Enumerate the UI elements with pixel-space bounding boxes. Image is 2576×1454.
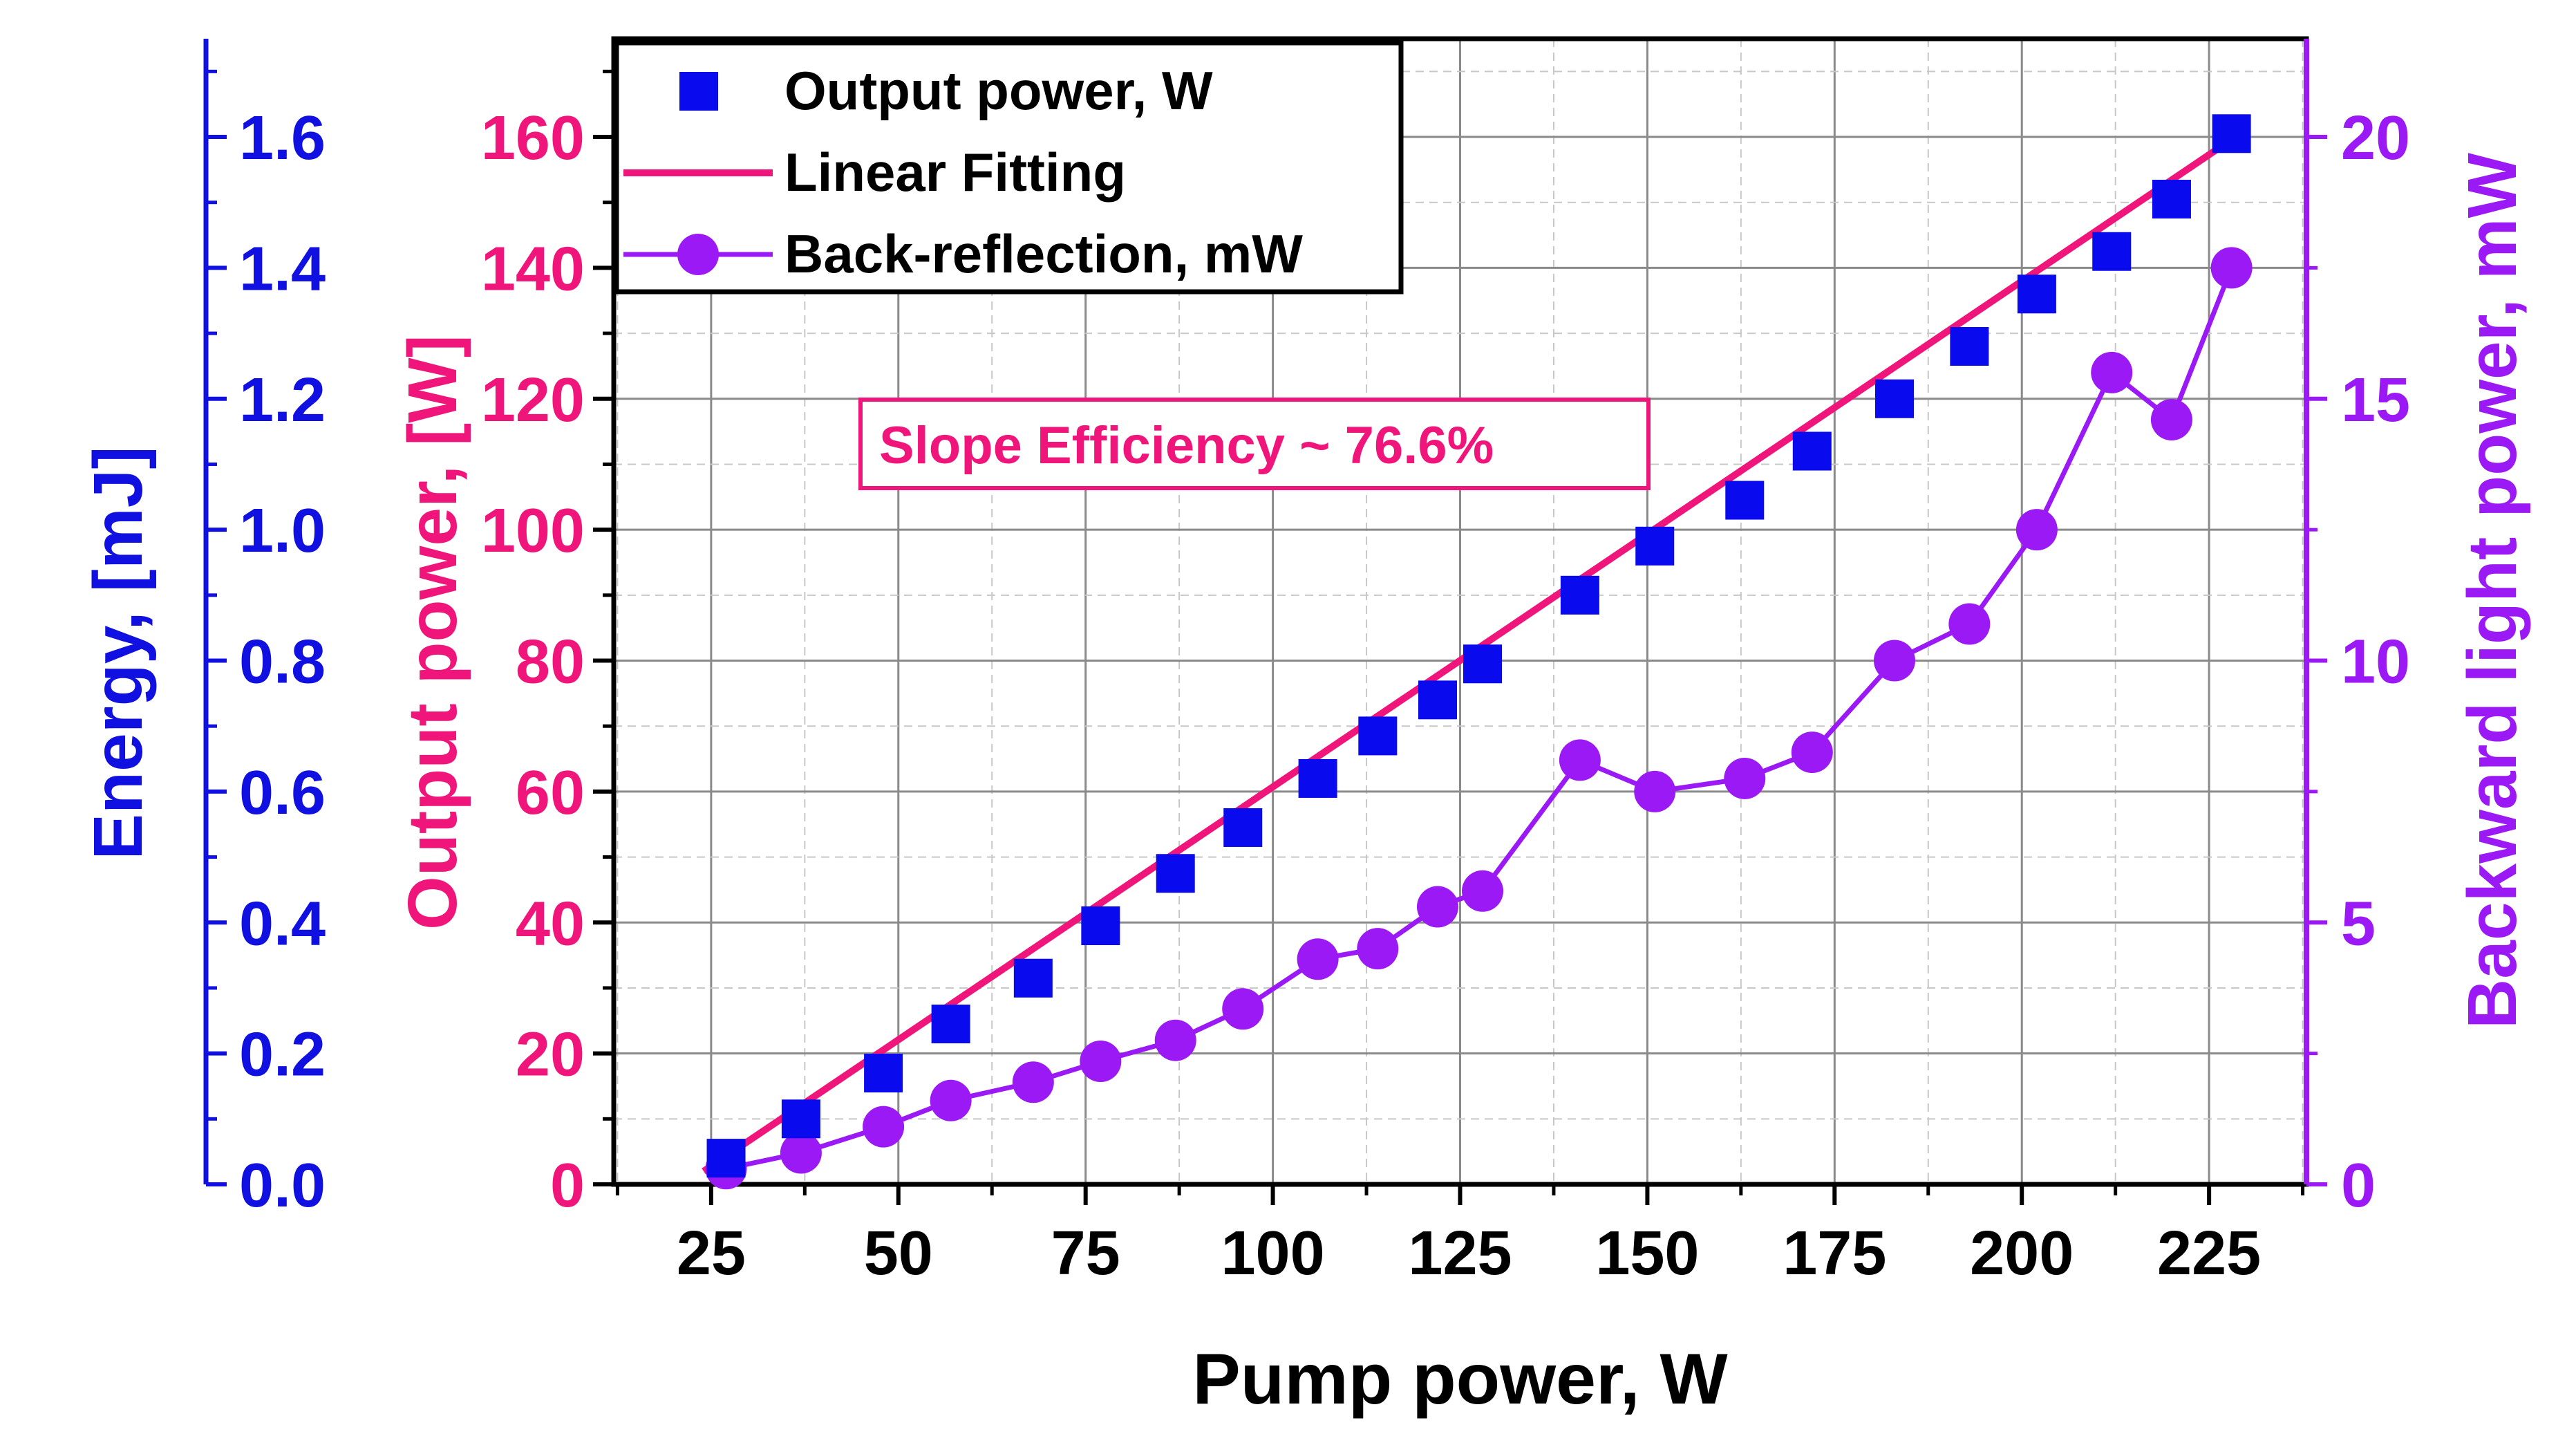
back-reflection-point <box>1154 1019 1196 1061</box>
legend-label-output-power: Output power, W <box>784 60 1213 121</box>
back-reflection-point <box>1559 739 1601 781</box>
back-reflection-point <box>1791 731 1833 774</box>
energy-tick-label: 1.2 <box>239 366 326 435</box>
output-power-point <box>1875 379 1915 418</box>
left-tick-label: 40 <box>516 889 585 958</box>
legend-circle-marker <box>677 234 719 275</box>
output-power-point <box>1358 716 1398 756</box>
output-power-point <box>1560 575 1599 615</box>
slope-annotation-box <box>858 398 1651 490</box>
output-power-point <box>1950 327 1989 366</box>
back-reflection-point <box>2210 247 2253 289</box>
x-tick-label: 175 <box>1783 1219 1886 1288</box>
output-power-point <box>1156 854 1195 893</box>
legend-item-linear-fitting: Linear Fitting <box>623 142 1126 203</box>
right-tick-label: 20 <box>2341 104 2410 173</box>
output-power-point <box>2212 114 2251 153</box>
x-tick-label: 25 <box>677 1219 746 1288</box>
slope-annotation: Slope Efficiency ~ 76.6% <box>858 398 1651 490</box>
back-reflection-point <box>1222 988 1264 1030</box>
output-power-point <box>1298 758 1337 798</box>
back-reflection-point <box>930 1079 972 1121</box>
output-power-point <box>1223 808 1263 847</box>
x-tick-label: 225 <box>2157 1219 2261 1288</box>
back-reflection-line <box>725 267 2234 1171</box>
slope-annotation-text: Slope Efficiency ~ 76.6% <box>879 416 1494 475</box>
energy-tick-label: 1.4 <box>239 234 326 304</box>
energy-tick-label: 0.6 <box>239 758 326 828</box>
back-reflection-point <box>1416 886 1458 928</box>
back-reflection-point <box>2150 399 2192 441</box>
back-reflection-point <box>2015 509 2058 551</box>
output-power-point <box>781 1099 820 1139</box>
output-power-point <box>1013 958 1053 998</box>
output-power-point <box>1792 431 1832 471</box>
output-power-point <box>1081 906 1120 945</box>
legend-box <box>614 40 1404 295</box>
left-tick-label: 80 <box>516 628 585 697</box>
right-tick-label: 10 <box>2341 628 2410 697</box>
output-power-point <box>2017 274 2056 314</box>
legend-item-back-reflection: Back-reflection, mW <box>623 223 1303 284</box>
energy-tick-label: 1.6 <box>239 104 326 173</box>
output-power-point <box>864 1054 903 1093</box>
right-tick-label: 0 <box>2341 1151 2376 1220</box>
back-reflection-point <box>1297 938 1339 980</box>
legend-square-marker <box>679 72 718 111</box>
legend-label-back-reflection: Back-reflection, mW <box>784 223 1303 284</box>
back-reflection-point <box>1357 928 1399 970</box>
back-reflection-point <box>1948 603 1991 645</box>
x-tick-label: 100 <box>1221 1219 1325 1288</box>
output-power-point <box>706 1139 746 1178</box>
energy-axis: 0.0 0.2 0.4 0.6 0.8 1.0 1.2 1.4 1.6 <box>203 39 326 1220</box>
left-tick-label: 20 <box>516 1020 585 1090</box>
back-reflection-point <box>2091 351 2133 393</box>
back-reflection-point <box>1724 757 1766 799</box>
output-power-point <box>931 1005 970 1044</box>
back-reflection-point <box>863 1106 905 1148</box>
output-power-point <box>1635 526 1675 566</box>
left-tick-label: 0 <box>550 1151 585 1220</box>
energy-tick-label: 0.4 <box>239 889 326 958</box>
output-power-point <box>2152 179 2191 218</box>
back-reflection-point <box>1012 1061 1054 1103</box>
energy-axis-label: Energy, [mJ] <box>79 446 157 859</box>
output-power-axis-label: Output power, [W] <box>394 335 471 930</box>
back-reflection-point <box>1634 770 1676 812</box>
x-axis-label: Pump power, W <box>1192 1339 1728 1419</box>
series-layer <box>702 114 2253 1190</box>
x-tick-label: 75 <box>1051 1219 1120 1288</box>
left-tick-label: 140 <box>481 234 585 304</box>
output-power-point <box>1463 644 1503 684</box>
x-tick-label: 150 <box>1595 1219 1699 1288</box>
legend-item-output-power: Output power, W <box>679 60 1213 121</box>
back-reflection-point <box>1874 640 1916 682</box>
x-tick-label: 200 <box>1970 1219 2074 1288</box>
x-axis: 25 50 75 100 125 150 175 200 225 <box>615 1184 2305 1288</box>
back-reflection-point <box>1080 1040 1122 1082</box>
legend: Output power, W Linear Fitting Back-refl… <box>614 40 1404 295</box>
output-power-point <box>1418 680 1457 720</box>
left-axis: 0 20 40 60 80 100 120 140 160 <box>481 69 614 1220</box>
energy-tick-label: 0.2 <box>239 1020 326 1090</box>
back-reflection-point <box>780 1132 822 1174</box>
x-tick-label: 50 <box>864 1219 933 1288</box>
left-tick-label: 160 <box>481 104 585 173</box>
right-tick-label: 5 <box>2341 889 2376 958</box>
left-tick-label: 120 <box>481 366 585 435</box>
output-power-point <box>2092 232 2132 271</box>
x-tick-label: 125 <box>1408 1219 1512 1288</box>
output-power-point <box>1725 481 1765 520</box>
energy-tick-label: 0.8 <box>239 628 326 697</box>
energy-tick-label: 0.0 <box>239 1151 326 1220</box>
back-reflection-point <box>1462 870 1504 912</box>
left-tick-label: 60 <box>516 758 585 828</box>
right-axis: 0 5 10 15 20 <box>2304 39 2410 1220</box>
legend-label-linear-fitting: Linear Fitting <box>784 142 1126 203</box>
backward-light-axis-label: Backward light power, mW <box>2454 152 2531 1029</box>
left-tick-label: 100 <box>481 496 585 566</box>
energy-tick-label: 1.0 <box>239 496 326 566</box>
right-tick-label: 15 <box>2341 366 2410 435</box>
